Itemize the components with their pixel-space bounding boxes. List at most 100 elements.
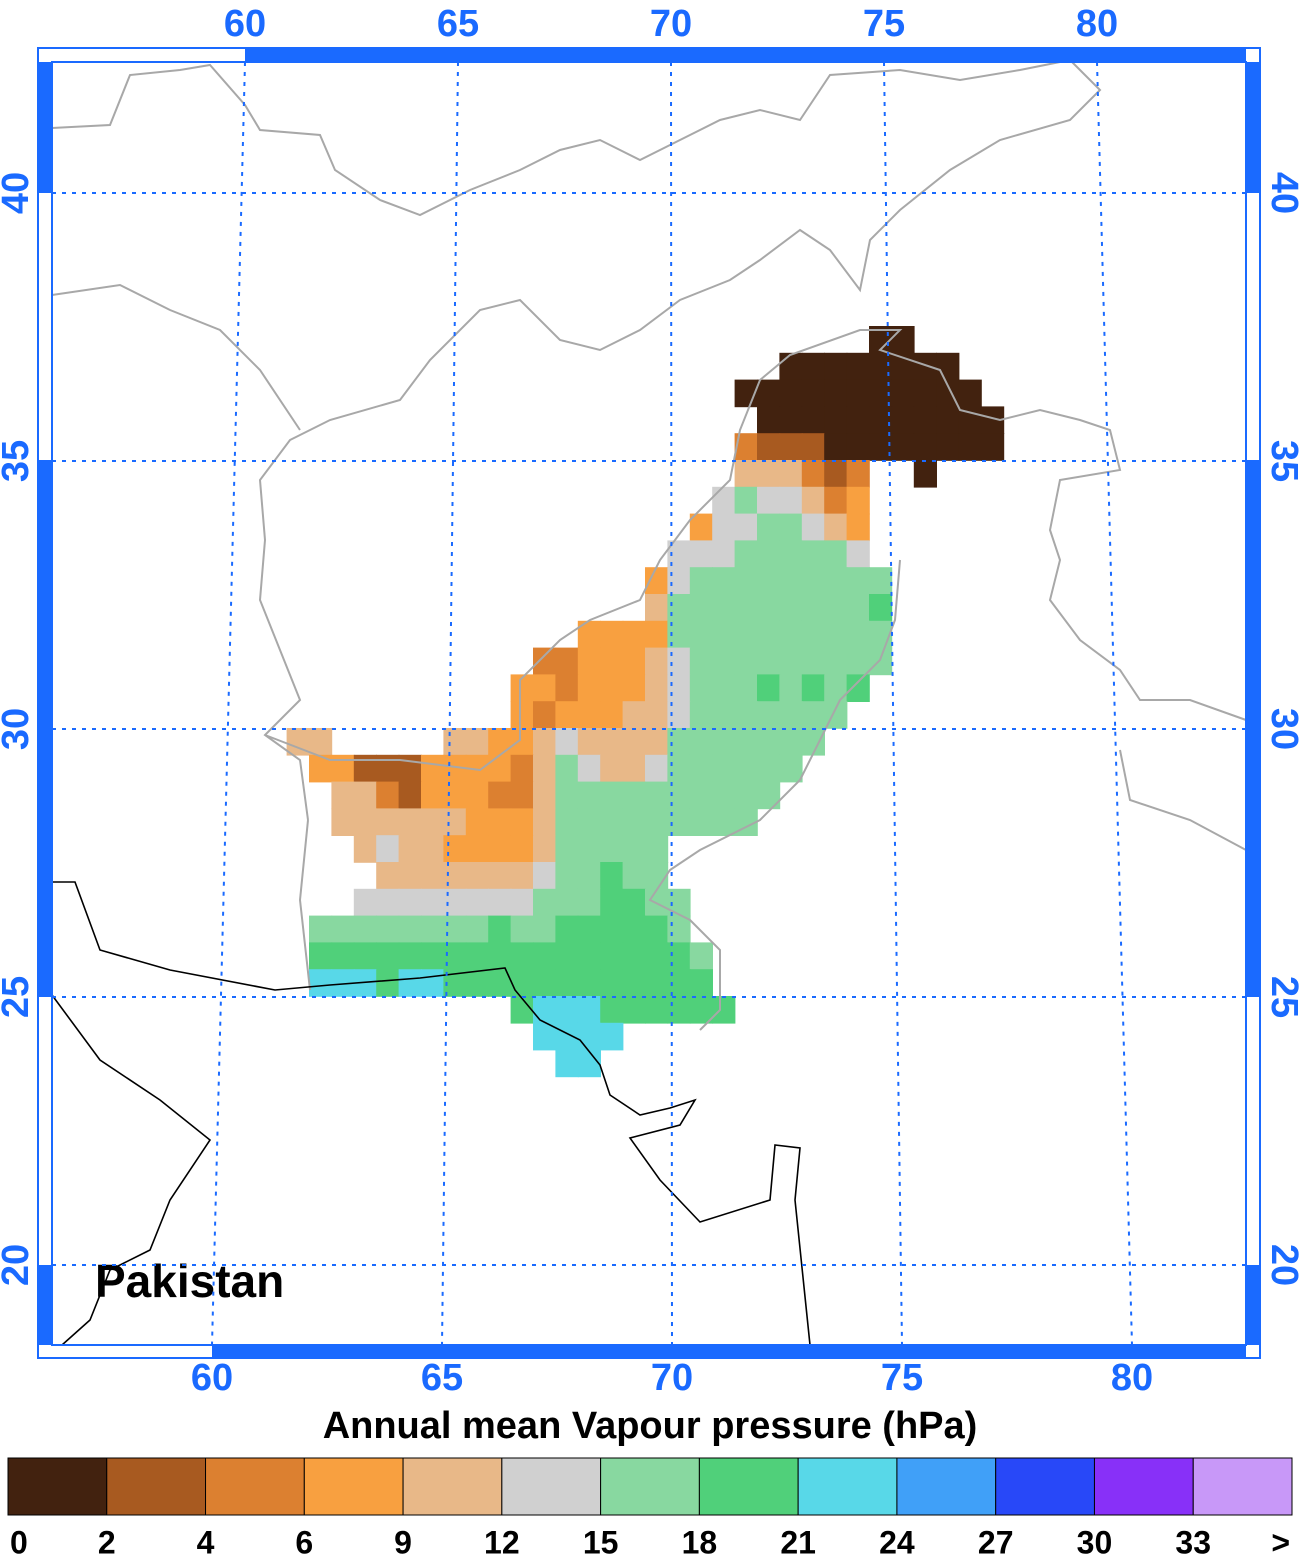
grid-cell xyxy=(622,808,646,836)
grid-cell xyxy=(757,647,781,676)
grid-cell xyxy=(555,888,579,917)
grid-cell xyxy=(353,781,377,810)
grid-cell xyxy=(667,701,691,729)
grid-cell xyxy=(488,915,512,944)
grid-cell xyxy=(801,352,825,381)
grid-cell xyxy=(600,781,624,810)
grid-cell xyxy=(846,513,870,542)
grid-cell xyxy=(398,969,422,997)
grid-cell xyxy=(465,862,489,890)
grid-cell xyxy=(757,594,781,622)
grid-cell xyxy=(645,594,669,622)
grid-cell xyxy=(667,942,691,970)
grid-cell xyxy=(667,781,691,810)
grid-cell xyxy=(555,1049,579,1078)
grid-cell xyxy=(734,513,758,542)
grid-cell xyxy=(869,326,893,354)
grid-cell xyxy=(846,486,870,515)
grid-cell xyxy=(891,433,915,461)
grid-cell xyxy=(309,754,333,783)
grid-cell xyxy=(376,888,400,917)
grid-cell xyxy=(398,754,422,783)
grid-cell xyxy=(869,352,893,381)
grid-cell xyxy=(600,996,624,1024)
grid-cell xyxy=(533,888,557,917)
grid-cell xyxy=(555,969,579,997)
grid-cell xyxy=(376,969,400,997)
colorbar-box xyxy=(501,1457,602,1516)
right-tick-label: 35 xyxy=(1263,440,1300,482)
grid-cell xyxy=(712,754,736,783)
right-tick-label: 25 xyxy=(1263,976,1300,1018)
top-tick-label: 60 xyxy=(224,3,266,45)
grid-cell xyxy=(801,379,825,408)
grid-cell xyxy=(645,915,669,944)
grid-cell xyxy=(667,540,691,568)
grid-cell xyxy=(801,567,825,595)
top-tick-label: 65 xyxy=(437,3,479,45)
grid-cell xyxy=(689,969,713,997)
frame-bar xyxy=(212,1345,1246,1358)
colorbar-label: 18 xyxy=(682,1524,718,1560)
grid-cell xyxy=(712,781,736,810)
grid-cell xyxy=(577,808,601,836)
grid-cell xyxy=(555,862,579,890)
country-border xyxy=(1119,749,1247,851)
grid-cell xyxy=(846,460,870,488)
grid-cell xyxy=(533,647,557,676)
grid-cell xyxy=(488,781,512,810)
grid-cell xyxy=(667,754,691,783)
grid-cell xyxy=(801,486,825,515)
grid-cell xyxy=(533,996,557,1024)
colorbar-label: 12 xyxy=(484,1524,520,1560)
grid-cell xyxy=(667,969,691,997)
grid-cell xyxy=(398,781,422,810)
country-border xyxy=(51,58,1102,821)
grid-cell xyxy=(667,915,691,944)
grid-cell xyxy=(600,620,624,649)
grid-cell xyxy=(846,647,870,676)
axes xyxy=(37,47,1261,1359)
grid-cell xyxy=(577,754,601,783)
grid-cell xyxy=(622,996,646,1024)
grid-cell xyxy=(645,781,669,810)
grid-cell xyxy=(869,379,893,408)
grid-cell xyxy=(622,781,646,810)
grid-cell xyxy=(577,862,601,890)
grid-cell xyxy=(689,540,713,568)
grid-cell xyxy=(801,701,825,729)
grid-cell xyxy=(757,460,781,488)
grid-cell xyxy=(510,728,534,756)
grid-cell xyxy=(846,540,870,568)
grid-cell xyxy=(846,433,870,461)
grid-cell xyxy=(577,620,601,649)
colorbar-label: 21 xyxy=(780,1524,816,1560)
colorbar-label: 33 xyxy=(1175,1524,1211,1560)
colorbar-label: 27 xyxy=(978,1524,1014,1560)
grid-cell xyxy=(488,942,512,970)
grid-cell xyxy=(757,406,781,434)
grid-cell xyxy=(801,433,825,461)
grid-cell xyxy=(779,567,803,595)
grid-cell xyxy=(331,942,355,970)
grid-cell xyxy=(622,701,646,729)
grid-cell xyxy=(801,728,825,756)
colorbar-label: 9 xyxy=(394,1524,412,1560)
colorbar-label: 30 xyxy=(1077,1524,1113,1560)
grid-cell xyxy=(353,835,377,863)
grid-cell xyxy=(779,460,803,488)
grid-cell xyxy=(645,728,669,756)
grid-cell xyxy=(936,433,960,461)
grid-cell xyxy=(712,728,736,756)
grid-cell xyxy=(712,513,736,542)
grid-cell xyxy=(689,942,713,970)
grid-cell xyxy=(443,888,467,917)
grid-cell xyxy=(689,701,713,729)
grid-cell xyxy=(667,674,691,702)
left-tick-label: 35 xyxy=(0,440,37,482)
grid-cell xyxy=(824,406,848,434)
grid-cell xyxy=(510,969,534,997)
grid-cell xyxy=(667,620,691,649)
grid-cell xyxy=(533,728,557,756)
grid-cell xyxy=(309,969,333,997)
